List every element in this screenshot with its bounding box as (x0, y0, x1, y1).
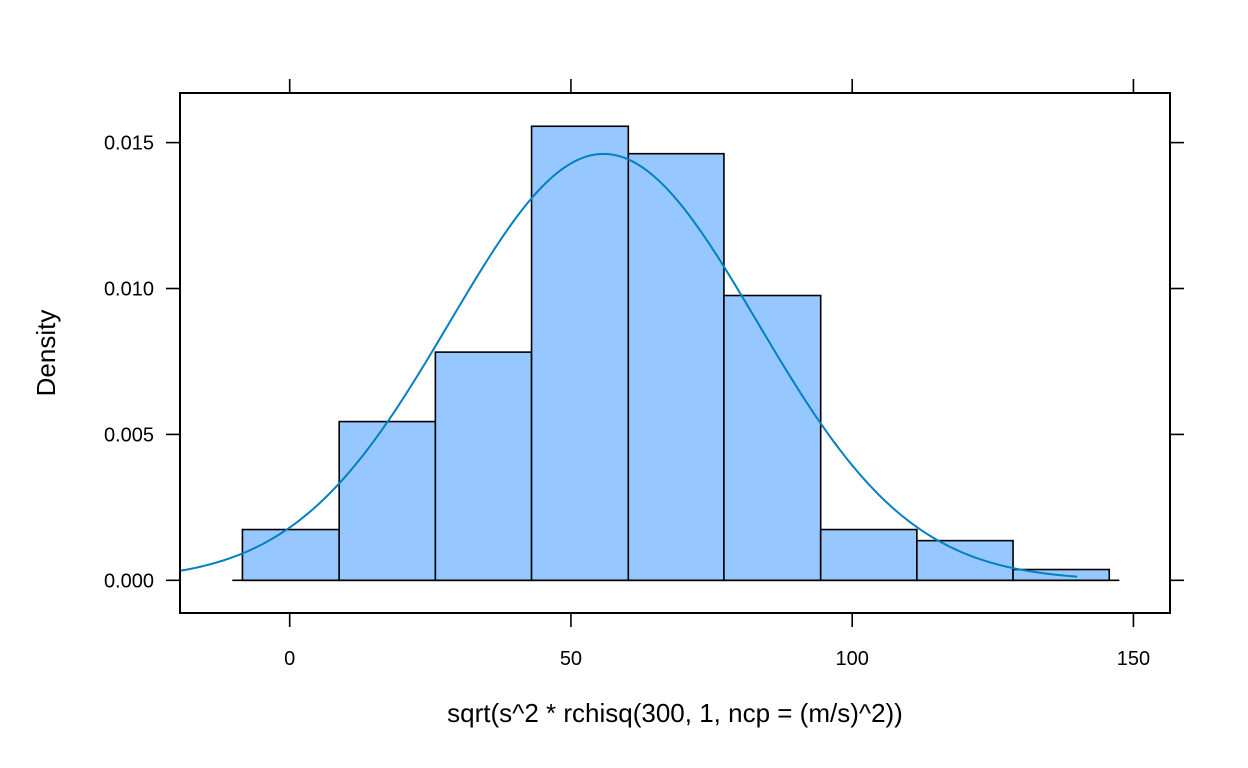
y-tick-label-1: 0.000 (104, 570, 154, 592)
histogram-bar-3 (434, 351, 533, 582)
x-tick-label-2: 50 (560, 648, 582, 670)
x-tick-label-1: 0 (284, 648, 295, 670)
histogram-bar-2 (338, 420, 437, 582)
x-axis-title: sqrt(s^2 * rchisq(300, 1, ncp = (m/s)^2)… (447, 698, 903, 728)
y-tick-label-4: 0.015 (104, 133, 154, 155)
y-tick-label-2: 0.005 (104, 424, 154, 446)
histogram-bar-8 (916, 539, 1014, 582)
axis-ticks (166, 79, 1184, 627)
density-curve-layer (179, 152, 1078, 578)
y-tick-label-3: 0.010 (104, 279, 154, 301)
histogram-bar-1 (241, 528, 340, 582)
x-tick-label-3: 100 (836, 648, 869, 670)
x-tick-label-4: 150 (1117, 648, 1150, 670)
histogram-bar-5 (627, 152, 725, 582)
tick-labels: 0 50 100 150 0.000 0.005 0.010 0.015 (104, 133, 1150, 670)
histogram-bars (241, 125, 1111, 582)
density-curve (179, 152, 1078, 578)
histogram-bar-6 (723, 294, 822, 582)
y-axis-title: Density (31, 310, 61, 397)
plot-frame (179, 92, 1171, 614)
histogram-bar-7 (819, 528, 918, 582)
histogram-bar-4 (530, 125, 630, 582)
